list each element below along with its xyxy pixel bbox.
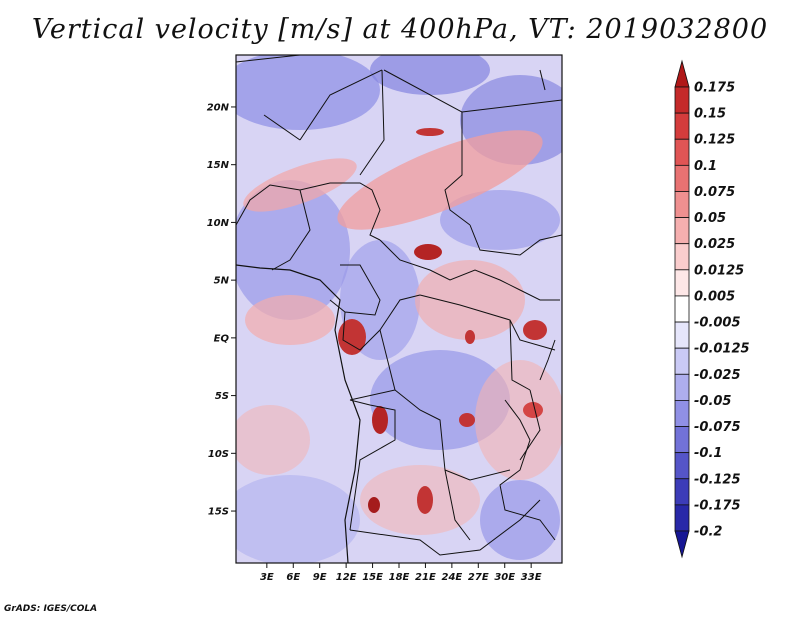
colorbar: 0.175 0.15 0.125 0.1 0.075 0.05 0.025 0.0125 0.0… (674, 59, 750, 559)
lon-tick-label: 27E (468, 572, 489, 583)
colorbar-swatch (674, 347, 690, 375)
lon-tick-label: 30E (494, 572, 515, 583)
colorbar-swatch (674, 269, 690, 297)
colorbar-swatch (674, 321, 690, 349)
colorbar-swatch (674, 217, 690, 245)
colorbar-level-label: -0.125 (694, 472, 741, 487)
lat-tick-label: 10S (208, 449, 229, 460)
colorbar-swatch (674, 426, 690, 454)
colorbar-level-label: 0.075 (694, 185, 735, 200)
colorbar-level-label: 0.1 (694, 159, 717, 174)
colorbar-level-label: 0.175 (694, 81, 735, 96)
colorbar-swatch (674, 530, 690, 559)
longitude-axis: 3E 6E 9E 12E 15E 18E 21E 24E 27E 30E 33E (260, 563, 542, 583)
lat-tick-label: EQ (214, 333, 230, 344)
colorbar-swatch (674, 295, 690, 323)
colorbar-swatch (674, 504, 690, 532)
colorbar-swatch (674, 191, 690, 218)
colorbar-swatch (674, 164, 690, 192)
colorbar-swatch (674, 59, 690, 88)
lon-tick-label: 12E (336, 572, 357, 583)
latitude-axis: 20N 15N 10N 5N EQ 5S 10S 15S (207, 102, 236, 518)
colorbar-swatch (674, 373, 690, 401)
lon-tick-label: 9E (313, 572, 327, 583)
colorbar-level-label: 0.005 (694, 289, 735, 304)
colorbar-level-label: 0.125 (694, 133, 735, 148)
lat-tick-label: 15N (207, 160, 230, 171)
lat-tick-label: 20N (207, 102, 230, 113)
colorbar-level-label: -0.075 (694, 420, 741, 435)
colorbar-swatch (674, 112, 690, 140)
colorbar-swatch (674, 452, 690, 480)
lon-tick-label: 21E (415, 572, 436, 583)
colorbar-level-label: 0.15 (694, 107, 726, 122)
map-title: Vertical velocity [m/s] at 400hPa, VT: 2… (31, 14, 769, 45)
lon-tick-label: 18E (389, 572, 410, 583)
lat-tick-label: 5N (214, 276, 230, 287)
colorbar-swatch (674, 478, 690, 506)
colorbar-level-label: -0.025 (694, 368, 741, 383)
colorbar-level-label: 0.05 (694, 211, 726, 226)
colorbar-level-label: 0.025 (694, 237, 735, 252)
colorbar-level-label: -0.005 (694, 316, 741, 331)
colorbar-level-label: -0.05 (694, 394, 731, 409)
colorbar-level-label: -0.2 (694, 525, 722, 540)
colorbar-level-label: -0.0125 (694, 342, 750, 357)
lon-tick-label: 33E (521, 572, 542, 583)
colorbar-level-label: -0.1 (694, 446, 722, 461)
lat-tick-label: 15S (208, 507, 229, 518)
lon-tick-label: 6E (286, 572, 300, 583)
colorbar-level-label: -0.175 (694, 498, 741, 513)
lon-tick-label: 3E (260, 572, 274, 583)
grads-credit: GrADS: IGES/COLA (4, 604, 98, 614)
lat-tick-label: 10N (207, 218, 230, 229)
colorbar-swatch (674, 138, 690, 166)
vertical-velocity-field (236, 55, 562, 563)
lat-tick-label: 5S (215, 391, 229, 402)
lon-tick-label: 24E (441, 572, 462, 583)
colorbar-swatch (674, 243, 690, 271)
lon-tick-label: 15E (362, 572, 383, 583)
colorbar-swatch (674, 86, 690, 114)
country-borders (236, 55, 562, 563)
colorbar-swatch (674, 400, 690, 427)
colorbar-level-label: 0.0125 (694, 263, 744, 278)
